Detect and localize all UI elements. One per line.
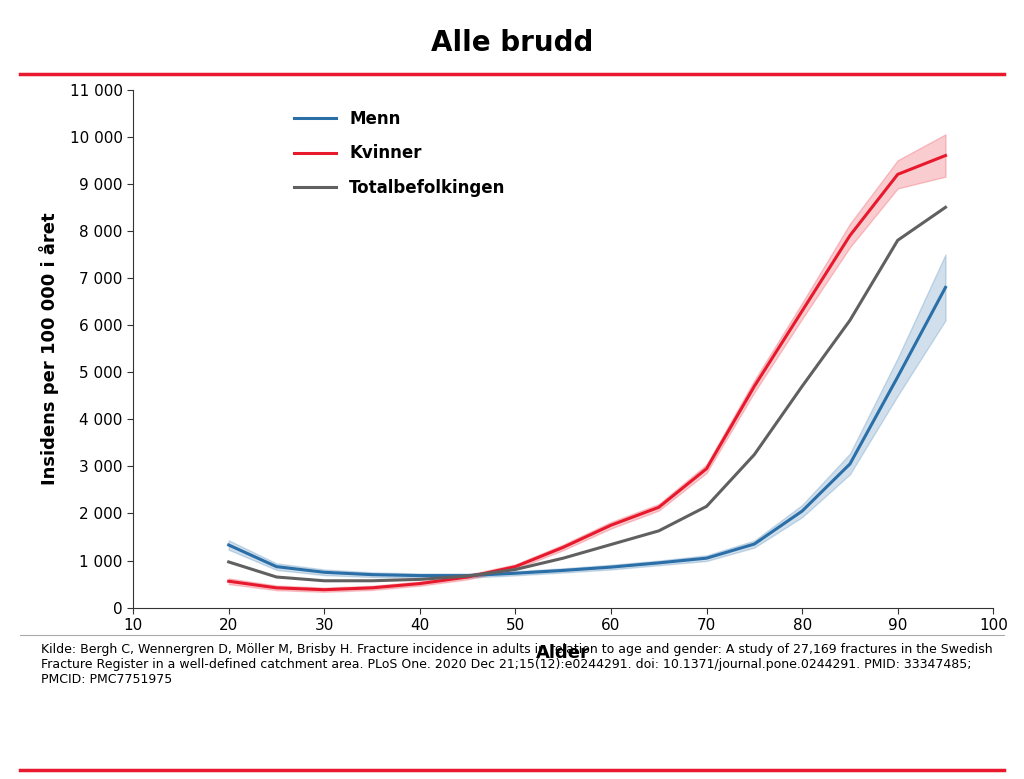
Text: Kilde: Bergh C, Wennergren D, Möller M, Brisby H. Fracture incidence in adults i: Kilde: Bergh C, Wennergren D, Möller M, … xyxy=(41,643,992,686)
Legend: Menn, Kvinner, Totalbefolkingen: Menn, Kvinner, Totalbefolkingen xyxy=(288,103,512,204)
Y-axis label: Insidens per 100 000 i året: Insidens per 100 000 i året xyxy=(39,213,58,485)
Text: Alle brudd: Alle brudd xyxy=(431,29,593,57)
X-axis label: Alder: Alder xyxy=(537,644,590,662)
